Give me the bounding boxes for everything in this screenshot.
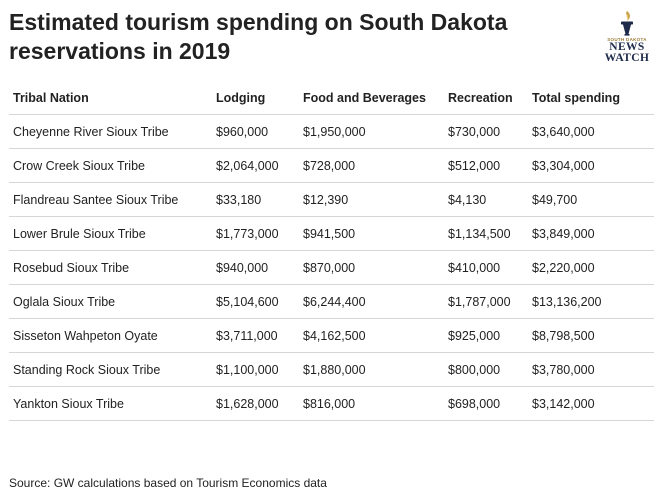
- cell-lodging: $940,000: [212, 250, 299, 285]
- cell-recreation: $512,000: [444, 148, 528, 183]
- cell-total-spending: $13,136,200: [528, 284, 654, 319]
- cell-recreation: $1,787,000: [444, 284, 528, 319]
- cell-tribal-nation: Rosebud Sioux Tribe: [9, 250, 212, 285]
- cell-tribal-nation: Cheyenne River Sioux Tribe: [9, 114, 212, 149]
- logo-small-text: SOUTH DAKOTA: [607, 37, 647, 42]
- table-row: Rosebud Sioux Tribe $940,000 $870,000 $4…: [9, 250, 654, 285]
- table-row: Standing Rock Sioux Tribe $1,100,000 $1,…: [9, 352, 654, 387]
- cell-tribal-nation: Sisseton Wahpeton Oyate: [9, 318, 212, 353]
- cell-total-spending: $2,220,000: [528, 250, 654, 285]
- table-row: Crow Creek Sioux Tribe $2,064,000 $728,0…: [9, 148, 654, 183]
- cell-food-and-beverages: $1,880,000: [299, 352, 444, 387]
- cell-total-spending: $3,142,000: [528, 386, 654, 421]
- cell-total-spending: $3,849,000: [528, 216, 654, 251]
- logo-line-2: WATCH: [604, 52, 650, 64]
- cell-lodging: $1,773,000: [212, 216, 299, 251]
- cell-food-and-beverages: $941,500: [299, 216, 444, 251]
- cell-lodging: $3,711,000: [212, 318, 299, 353]
- tourism-spending-table: Tribal Nation Lodging Food and Beverages…: [9, 82, 654, 421]
- torch-icon: [621, 11, 633, 36]
- cell-tribal-nation: Lower Brule Sioux Tribe: [9, 216, 212, 251]
- table-row: Cheyenne River Sioux Tribe $960,000 $1,9…: [9, 114, 654, 149]
- cell-lodging: $1,628,000: [212, 386, 299, 421]
- logo-line-1: NEWS: [609, 41, 645, 53]
- cell-recreation: $925,000: [444, 318, 528, 353]
- table-header-row: Tribal Nation Lodging Food and Beverages…: [9, 82, 654, 115]
- cell-total-spending: $8,798,500: [528, 318, 654, 353]
- cell-lodging: $5,104,600: [212, 284, 299, 319]
- cell-food-and-beverages: $12,390: [299, 182, 444, 217]
- table-row: Lower Brule Sioux Tribe $1,773,000 $941,…: [9, 216, 654, 251]
- cell-food-and-beverages: $816,000: [299, 386, 444, 421]
- cell-recreation: $698,000: [444, 386, 528, 421]
- cell-total-spending: $3,640,000: [528, 114, 654, 149]
- cell-recreation: $800,000: [444, 352, 528, 387]
- cell-tribal-nation: Standing Rock Sioux Tribe: [9, 352, 212, 387]
- cell-food-and-beverages: $728,000: [299, 148, 444, 183]
- cell-total-spending: $3,780,000: [528, 352, 654, 387]
- table-row: Flandreau Santee Sioux Tribe $33,180 $12…: [9, 182, 654, 217]
- cell-lodging: $960,000: [212, 114, 299, 149]
- cell-lodging: $33,180: [212, 182, 299, 217]
- cell-lodging: $2,064,000: [212, 148, 299, 183]
- chart-title: Estimated tourism spending on South Dako…: [9, 9, 508, 64]
- cell-food-and-beverages: $4,162,500: [299, 318, 444, 353]
- cell-food-and-beverages: $870,000: [299, 250, 444, 285]
- header-lodging: Lodging: [212, 82, 299, 115]
- table-row: Oglala Sioux Tribe $5,104,600 $6,244,400…: [9, 284, 654, 319]
- cell-tribal-nation: Crow Creek Sioux Tribe: [9, 148, 212, 183]
- table-row: Yankton Sioux Tribe $1,628,000 $816,000 …: [9, 386, 654, 421]
- source-note: Source: GW calculations based on Tourism…: [9, 476, 327, 490]
- header-food-and-beverages: Food and Beverages: [299, 82, 444, 115]
- cell-lodging: $1,100,000: [212, 352, 299, 387]
- header-recreation: Recreation: [444, 82, 528, 115]
- header-total-spending: Total spending: [528, 82, 654, 115]
- header-tribal-nation: Tribal Nation: [9, 82, 212, 115]
- cell-recreation: $410,000: [444, 250, 528, 285]
- table-row: Sisseton Wahpeton Oyate $3,711,000 $4,16…: [9, 318, 654, 353]
- cell-recreation: $730,000: [444, 114, 528, 149]
- cell-tribal-nation: Yankton Sioux Tribe: [9, 386, 212, 421]
- cell-food-and-beverages: $1,950,000: [299, 114, 444, 149]
- cell-total-spending: $49,700: [528, 182, 654, 217]
- cell-tribal-nation: Oglala Sioux Tribe: [9, 284, 212, 319]
- cell-food-and-beverages: $6,244,400: [299, 284, 444, 319]
- cell-recreation: $1,134,500: [444, 216, 528, 251]
- cell-recreation: $4,130: [444, 182, 528, 217]
- cell-total-spending: $3,304,000: [528, 148, 654, 183]
- news-watch-logo: SOUTH DAKOTA NEWS WATCH: [602, 10, 652, 72]
- cell-tribal-nation: Flandreau Santee Sioux Tribe: [9, 182, 212, 217]
